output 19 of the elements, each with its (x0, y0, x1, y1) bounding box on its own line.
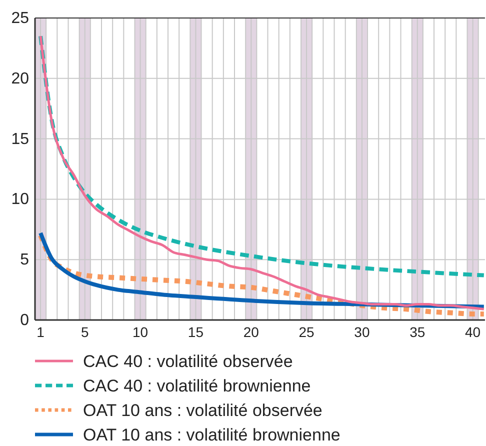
x-tick-label: 10 (132, 324, 148, 340)
y-tick-label: 25 (11, 10, 30, 27)
y-tick-label: 20 (11, 70, 30, 88)
legend-label: CAC 40 : volatilité observée (83, 352, 293, 371)
legend-label: CAC 40 : volatilité brownienne (83, 376, 311, 396)
x-tick-label: 40 (465, 324, 481, 340)
x-tick-label: 30 (354, 324, 370, 340)
y-tick-label: 15 (11, 130, 30, 148)
y-tick-label: 10 (11, 191, 30, 208)
y-tick-label: 5 (20, 252, 30, 269)
legend-label: OAT 10 ans : volatilité brownienne (83, 426, 340, 444)
x-tick-label: 5 (80, 324, 89, 340)
y-tick-label: 0 (20, 312, 30, 329)
legend-label: OAT 10 ans : volatilité observée (83, 401, 322, 420)
x-tick-label: 15 (188, 324, 204, 340)
x-tick-label: 20 (243, 324, 260, 340)
x-tick-label: 1 (36, 324, 45, 340)
x-tick-label: 35 (410, 324, 426, 340)
x-tick-label: 25 (298, 324, 315, 340)
